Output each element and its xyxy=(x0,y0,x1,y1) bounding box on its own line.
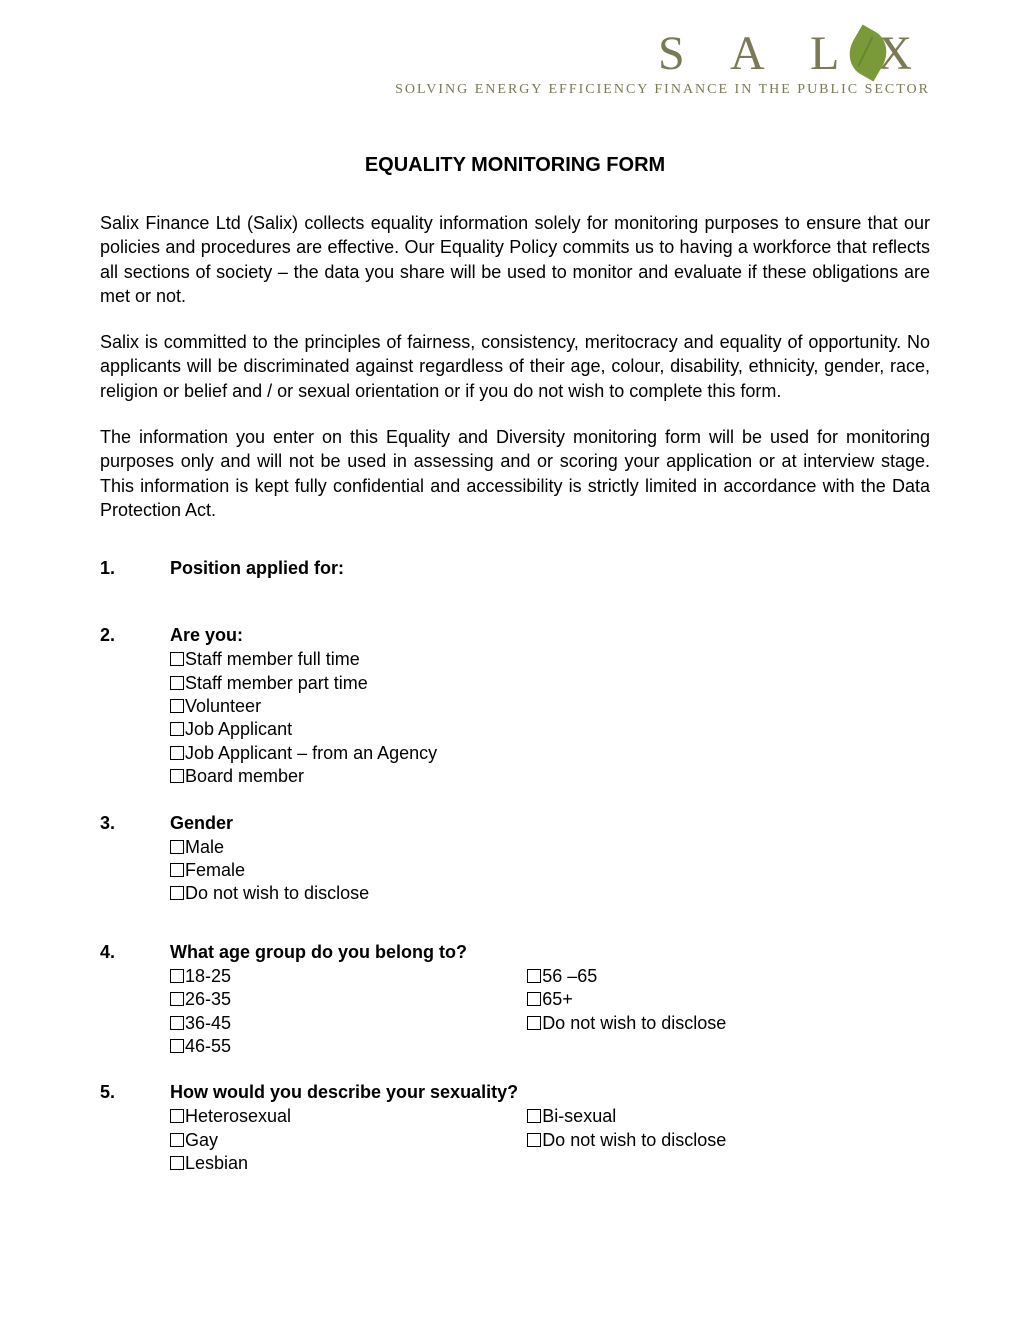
q2-opt-3[interactable]: Job Applicant xyxy=(170,718,930,741)
checkbox-icon[interactable] xyxy=(170,1133,184,1147)
checkbox-icon[interactable] xyxy=(170,840,184,854)
checkbox-icon[interactable] xyxy=(527,1109,541,1123)
q3-opt-2[interactable]: Do not wish to disclose xyxy=(170,882,930,905)
q2-label: Are you: xyxy=(170,625,930,646)
logo: S A LX SOLVING ENERGY EFFICIENCY FINANCE… xyxy=(395,30,930,98)
q5-opt-1[interactable]: Gay xyxy=(170,1129,527,1152)
checkbox-icon[interactable] xyxy=(170,1156,184,1170)
page-title: EQUALITY MONITORING FORM xyxy=(100,154,930,177)
q4-opt-0[interactable]: 18-25 xyxy=(170,965,527,988)
q5-opt-3[interactable]: Bi-sexual xyxy=(527,1105,892,1128)
q5-opt-4[interactable]: Do not wish to disclose xyxy=(527,1129,892,1152)
checkbox-icon[interactable] xyxy=(527,1016,541,1030)
q4-opt-2[interactable]: 36-45 xyxy=(170,1012,527,1035)
q5-options: Heterosexual Gay Lesbian Bi-sexual Do no… xyxy=(170,1105,930,1175)
q2-options: Staff member full time Staff member part… xyxy=(170,648,930,788)
logo-text: S A LX xyxy=(395,30,930,78)
question-4: 4. What age group do you belong to? 18-2… xyxy=(100,942,930,1059)
checkbox-icon[interactable] xyxy=(170,886,184,900)
q3-opt-1[interactable]: Female xyxy=(170,859,930,882)
intro-p3: The information you enter on this Equali… xyxy=(100,425,930,522)
q3-options: Male Female Do not wish to disclose xyxy=(170,836,930,906)
checkbox-icon[interactable] xyxy=(170,969,184,983)
q2-num: 2. xyxy=(100,625,170,788)
q4-opt-1[interactable]: 26-35 xyxy=(170,988,527,1011)
q3-num: 3. xyxy=(100,813,170,906)
intro-p2: Salix is committed to the principles of … xyxy=(100,330,930,403)
checkbox-icon[interactable] xyxy=(170,652,184,666)
q4-opt-3[interactable]: 46-55 xyxy=(170,1035,527,1058)
checkbox-icon[interactable] xyxy=(170,769,184,783)
q5-opt-0[interactable]: Heterosexual xyxy=(170,1105,527,1128)
checkbox-icon[interactable] xyxy=(527,1133,541,1147)
checkbox-icon[interactable] xyxy=(527,969,541,983)
question-3: 3. Gender Male Female Do not wish to dis… xyxy=(100,813,930,906)
checkbox-icon[interactable] xyxy=(170,746,184,760)
logo-left: S A L xyxy=(658,27,857,80)
q4-options: 18-25 26-35 36-45 46-55 56 –65 65+ Do no… xyxy=(170,965,930,1059)
q2-opt-2[interactable]: Volunteer xyxy=(170,695,930,718)
intro-p1: Salix Finance Ltd (Salix) collects equal… xyxy=(100,211,930,308)
q3-label: Gender xyxy=(170,813,930,834)
q1-num: 1. xyxy=(100,558,170,581)
checkbox-icon[interactable] xyxy=(170,676,184,690)
checkbox-icon[interactable] xyxy=(170,722,184,736)
question-2: 2. Are you: Staff member full time Staff… xyxy=(100,625,930,788)
q5-label: How would you describe your sexuality? xyxy=(170,1082,930,1103)
questions: 1. Position applied for: 2. Are you: Sta… xyxy=(100,558,930,1175)
q2-opt-1[interactable]: Staff member part time xyxy=(170,672,930,695)
checkbox-icon[interactable] xyxy=(527,992,541,1006)
q2-opt-5[interactable]: Board member xyxy=(170,765,930,788)
checkbox-icon[interactable] xyxy=(170,1016,184,1030)
intro: Salix Finance Ltd (Salix) collects equal… xyxy=(100,211,930,522)
q4-num: 4. xyxy=(100,942,170,1059)
q4-opt-4[interactable]: 56 –65 xyxy=(527,965,892,988)
q5-opt-2[interactable]: Lesbian xyxy=(170,1152,527,1175)
checkbox-icon[interactable] xyxy=(170,1039,184,1053)
q4-opt-5[interactable]: 65+ xyxy=(527,988,892,1011)
question-1: 1. Position applied for: xyxy=(100,558,930,581)
q5-num: 5. xyxy=(100,1082,170,1175)
question-5: 5. How would you describe your sexuality… xyxy=(100,1082,930,1175)
q1-label: Position applied for: xyxy=(170,558,930,579)
checkbox-icon[interactable] xyxy=(170,1109,184,1123)
q3-opt-0[interactable]: Male xyxy=(170,836,930,859)
q2-opt-4[interactable]: Job Applicant – from an Agency xyxy=(170,742,930,765)
page: S A LX SOLVING ENERGY EFFICIENCY FINANCE… xyxy=(0,0,1020,1260)
header: S A LX SOLVING ENERGY EFFICIENCY FINANCE… xyxy=(100,30,930,98)
q4-opt-6[interactable]: Do not wish to disclose xyxy=(527,1012,892,1035)
checkbox-icon[interactable] xyxy=(170,863,184,877)
tagline: SOLVING ENERGY EFFICIENCY FINANCE IN THE… xyxy=(395,82,930,98)
checkbox-icon[interactable] xyxy=(170,699,184,713)
q4-label: What age group do you belong to? xyxy=(170,942,930,963)
q2-opt-0[interactable]: Staff member full time xyxy=(170,648,930,671)
checkbox-icon[interactable] xyxy=(170,992,184,1006)
